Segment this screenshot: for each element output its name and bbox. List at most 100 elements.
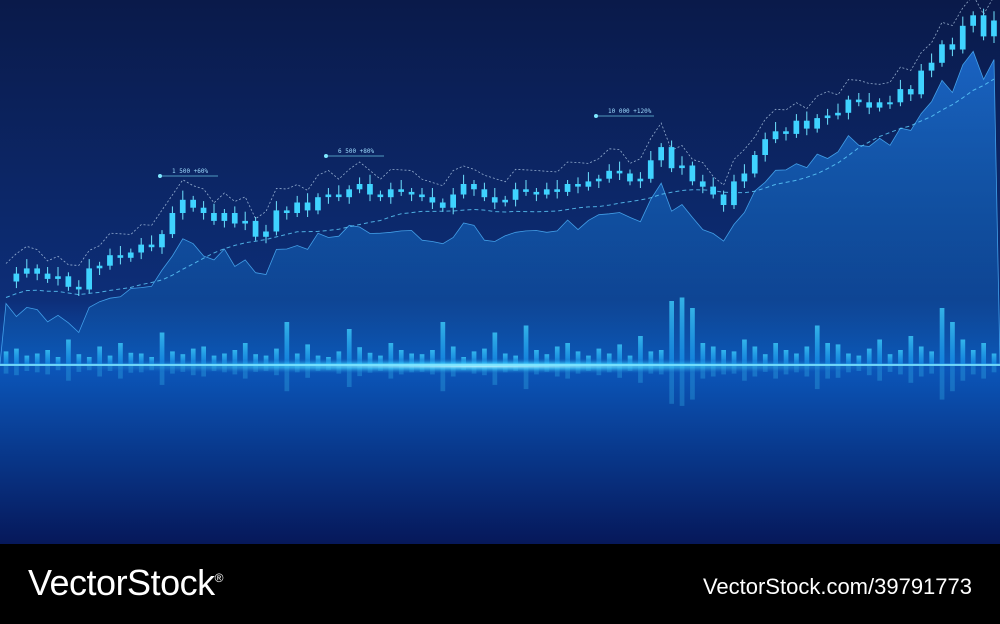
candle-body <box>159 234 165 248</box>
volume-bar <box>440 322 446 364</box>
candle-body <box>231 213 238 224</box>
candle <box>419 188 425 202</box>
candle <box>585 172 592 191</box>
candle-body <box>304 202 311 211</box>
candle <box>502 195 508 207</box>
candle-body <box>127 252 134 258</box>
candle-body <box>949 44 956 50</box>
volume-bar <box>336 351 342 364</box>
price-area-layer <box>0 50 1000 365</box>
volume-bar <box>3 351 9 364</box>
candle <box>377 190 384 202</box>
candle-body <box>710 186 716 195</box>
candle <box>939 40 945 67</box>
volume-bar-reflection <box>638 366 643 383</box>
candle-body <box>96 265 103 269</box>
volume-bar <box>450 346 456 364</box>
volume-bar-reflection <box>918 366 924 377</box>
volume-bar <box>107 355 113 364</box>
volume-bar <box>794 353 799 364</box>
candle <box>533 188 540 202</box>
candle <box>367 174 373 202</box>
upper-envelope-line <box>5 0 993 266</box>
volume-bar <box>617 344 622 364</box>
volume-bar-reflection <box>492 366 498 385</box>
candle <box>471 180 477 196</box>
candle <box>356 177 363 194</box>
candle <box>148 235 155 252</box>
volume-bar <box>721 350 726 364</box>
candle-body <box>793 120 800 134</box>
candle <box>117 246 124 265</box>
volume-bar <box>534 350 539 364</box>
annotations-layer: 1 500 +60% 6 500 +80% 10 000 +120% <box>158 108 654 178</box>
volume-bar <box>118 343 123 364</box>
volume-bar-reflection <box>950 366 955 392</box>
candle-body <box>699 181 706 187</box>
candle <box>616 161 623 180</box>
candle <box>824 108 831 125</box>
footer-bar: VectorStock® VectorStock.com/39791773 <box>0 544 1000 624</box>
volume-bar <box>804 346 810 364</box>
candle <box>543 182 550 199</box>
candle <box>918 64 924 99</box>
candle <box>959 16 966 54</box>
candle <box>928 53 935 78</box>
candle <box>283 206 290 220</box>
volume-bar <box>773 343 778 364</box>
volume-bar <box>388 343 394 364</box>
volume-bar <box>658 350 664 364</box>
candle <box>606 164 612 183</box>
volume-bar <box>305 344 310 364</box>
candle-body <box>876 102 883 108</box>
annotation: 6 500 +80% <box>324 148 384 158</box>
candle <box>783 127 789 141</box>
candle <box>720 190 727 212</box>
vectorstock-logo[interactable]: VectorStock® <box>28 562 223 604</box>
candle <box>55 267 61 286</box>
candle <box>481 182 488 202</box>
candle-body <box>689 165 696 182</box>
volume-bar <box>471 351 477 364</box>
volume-bar <box>201 346 206 364</box>
candle-body <box>169 213 176 235</box>
volume-bar <box>565 343 570 364</box>
volume-bar <box>762 354 768 364</box>
volume-bar <box>55 357 61 364</box>
volume-bar <box>398 350 404 364</box>
candle <box>460 174 467 199</box>
candle <box>86 259 92 294</box>
volume-bar <box>866 348 872 364</box>
volume-bar <box>97 346 102 364</box>
candle-body <box>367 184 373 195</box>
candle <box>980 8 987 41</box>
volume-bar <box>14 348 19 364</box>
candle-body <box>512 189 519 200</box>
candle <box>741 164 748 188</box>
volume-bar <box>523 325 529 364</box>
candle <box>325 188 332 204</box>
candle-body <box>283 210 290 213</box>
candle <box>803 111 810 136</box>
volume-bar-reflection <box>346 366 352 387</box>
candle <box>731 174 737 209</box>
candle <box>439 198 446 212</box>
candle-body <box>814 118 820 129</box>
volume-bar-reflection <box>991 366 997 373</box>
horizon-line <box>0 364 1000 366</box>
candle <box>866 93 872 115</box>
candle-body <box>242 220 248 224</box>
candle-body <box>855 99 862 103</box>
candle <box>200 201 207 220</box>
volume-bar <box>908 336 914 364</box>
candle <box>159 230 165 254</box>
candle <box>793 114 800 138</box>
candles-layer <box>13 8 997 296</box>
candle <box>814 114 820 133</box>
volume-bar <box>846 353 851 364</box>
moving-average-layer <box>5 0 995 298</box>
candle-body <box>419 194 425 198</box>
candle <box>221 209 228 228</box>
candle-body <box>200 207 207 213</box>
candle-body <box>148 244 155 248</box>
